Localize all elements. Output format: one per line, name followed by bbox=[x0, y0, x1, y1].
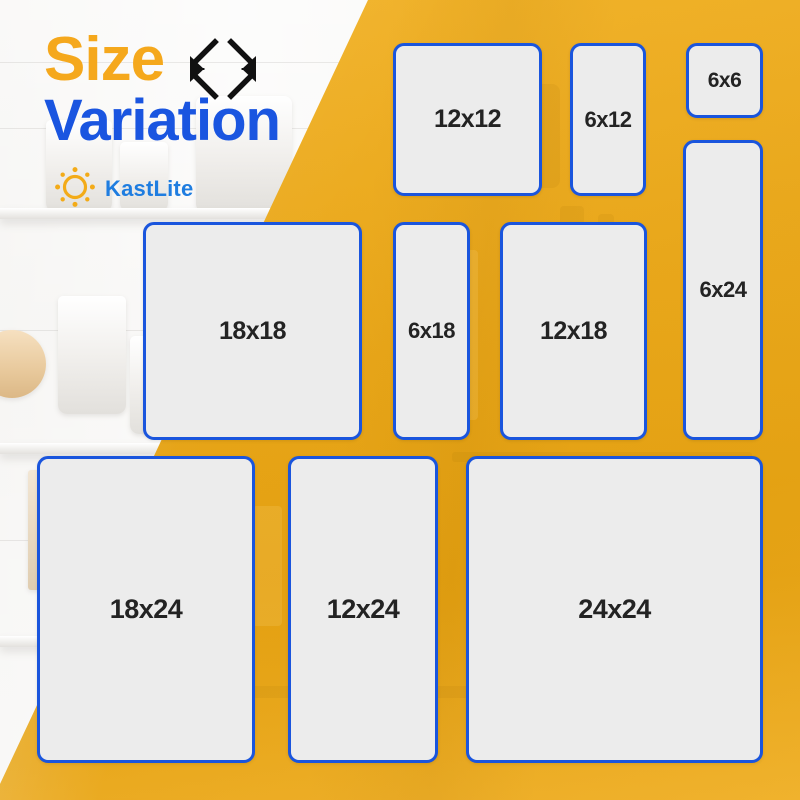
size-card[interactable]: 18x24 bbox=[37, 456, 255, 763]
size-card-label: 12x12 bbox=[433, 105, 502, 133]
size-card-label: 24x24 bbox=[578, 594, 651, 624]
header: Size Variation bbox=[44, 25, 281, 213]
size-card-label: 6x6 bbox=[707, 68, 742, 92]
size-card[interactable]: 12x18 bbox=[500, 222, 647, 440]
size-card[interactable]: 6x6 bbox=[686, 43, 763, 118]
expand-arrows-icon bbox=[184, 36, 262, 102]
size-card-label: 18x24 bbox=[109, 594, 183, 624]
size-card[interactable]: 6x12 bbox=[570, 43, 646, 196]
size-card[interactable]: 12x24 bbox=[288, 456, 438, 763]
size-card[interactable]: 12x12 bbox=[393, 43, 542, 196]
sun-icon bbox=[54, 166, 96, 213]
size-card-label: 6x12 bbox=[584, 106, 632, 132]
brand-name: KastLite bbox=[105, 176, 194, 202]
size-card[interactable]: 6x18 bbox=[393, 222, 470, 440]
size-card-label: 6x24 bbox=[699, 277, 747, 302]
size-card[interactable]: 6x24 bbox=[683, 140, 763, 440]
size-card-label: 18x18 bbox=[218, 316, 287, 345]
size-card-label: 6x18 bbox=[408, 318, 455, 343]
size-card[interactable]: 24x24 bbox=[466, 456, 763, 763]
size-card[interactable]: 18x18 bbox=[143, 222, 362, 440]
size-card-label: 12x24 bbox=[326, 594, 400, 624]
brand-lockup: KastLite bbox=[54, 166, 280, 213]
page-title-line1: Size bbox=[44, 25, 165, 94]
page-title-line2: Variation bbox=[44, 87, 281, 153]
size-card-label: 12x18 bbox=[539, 316, 608, 345]
